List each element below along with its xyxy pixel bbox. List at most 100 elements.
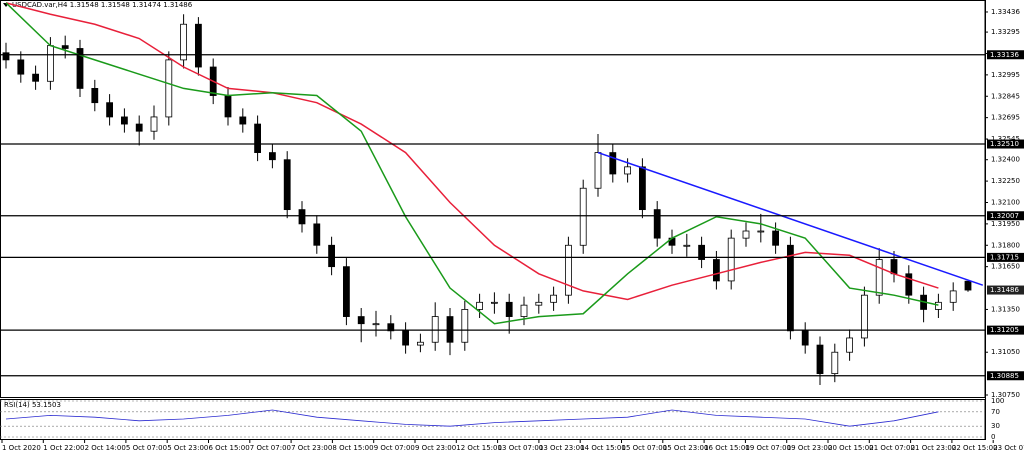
candle-body bbox=[372, 323, 380, 326]
candle-body bbox=[742, 230, 750, 239]
level-label: 1.31715 bbox=[990, 253, 1019, 261]
candle-body bbox=[224, 95, 232, 118]
y-tick-label: 1.31050 bbox=[991, 348, 1020, 356]
candle-body bbox=[47, 45, 54, 82]
candle-body bbox=[831, 351, 839, 375]
y-tick-label: 1.33295 bbox=[991, 28, 1020, 36]
y-tick-label: 1.31800 bbox=[991, 241, 1020, 249]
candle-body bbox=[2, 52, 10, 61]
candle-body bbox=[268, 152, 276, 161]
candle-body bbox=[416, 341, 424, 346]
candle-body bbox=[579, 187, 587, 246]
x-tick-label: 14 Oct 15:00 bbox=[580, 444, 626, 452]
y-tick-label: 1.32845 bbox=[991, 92, 1020, 100]
indicator-line bbox=[597, 151, 984, 286]
candle-body bbox=[61, 45, 69, 49]
candle-body bbox=[772, 230, 779, 246]
rsi-pane bbox=[0, 399, 986, 440]
candle-body bbox=[727, 237, 735, 282]
x-tick-label: 21 Oct 23:00 bbox=[911, 444, 957, 452]
rsi-tick-label: 70 bbox=[991, 408, 1000, 416]
rsi-tick-label: 0 bbox=[991, 433, 995, 441]
x-tick-label: 19 Oct 07:00 bbox=[745, 444, 791, 452]
candle-body bbox=[565, 244, 572, 296]
x-tick-label: 7 Oct 23:00 bbox=[291, 444, 332, 452]
candle-body bbox=[17, 59, 25, 75]
candle-body bbox=[490, 301, 498, 304]
candle-body bbox=[639, 166, 646, 211]
y-tick-label: 1.32400 bbox=[991, 156, 1020, 164]
x-tick-label: 2 Oct 14:00 bbox=[85, 444, 126, 452]
candle-body bbox=[609, 152, 617, 175]
x-tick-label: 12 Oct 15:00 bbox=[456, 444, 502, 452]
candle-body bbox=[964, 280, 972, 291]
candle-body bbox=[535, 301, 543, 306]
candle-body bbox=[239, 116, 247, 125]
indicator-line bbox=[5, 2, 939, 325]
x-tick-label: 16 Oct 15:00 bbox=[704, 444, 750, 452]
candle-body bbox=[357, 316, 365, 325]
y-tick-label: 1.31650 bbox=[991, 263, 1020, 271]
rsi-title: RSI(14) 53.1503 bbox=[4, 401, 61, 409]
x-tick-label: 6 Oct 15:00 bbox=[209, 444, 250, 452]
candle-body bbox=[461, 309, 469, 343]
candle-body bbox=[594, 152, 602, 189]
candle-body bbox=[313, 223, 321, 246]
y-tick-label: 1.32100 bbox=[991, 198, 1020, 206]
candle-body bbox=[91, 88, 99, 104]
level-label-bg bbox=[987, 252, 1024, 262]
current-price-bg bbox=[987, 285, 1024, 295]
x-tick-label: 15 Oct 23:00 bbox=[663, 444, 709, 452]
candle-body bbox=[431, 316, 439, 343]
x-tick-label: 19 Oct 23:00 bbox=[787, 444, 833, 452]
candle-body bbox=[283, 159, 291, 211]
x-tick-label: 9 Oct 07:00 bbox=[374, 444, 415, 452]
y-tick-label: 1.30750 bbox=[991, 391, 1020, 399]
level-label-bg bbox=[987, 371, 1024, 381]
x-tick-label: 9 Oct 23:00 bbox=[415, 444, 456, 452]
y-tick-label: 1.31350 bbox=[991, 305, 1020, 313]
candle-body bbox=[180, 23, 188, 61]
candle-body bbox=[254, 123, 262, 153]
candle-body bbox=[787, 244, 794, 332]
candle-body bbox=[342, 266, 350, 317]
x-tick-label: 1 Oct 2020 bbox=[2, 444, 41, 452]
indicator-line bbox=[5, 2, 939, 301]
level-label-bg bbox=[987, 139, 1024, 149]
candle-body bbox=[683, 244, 691, 247]
x-tick-label: 8 Oct 15:00 bbox=[332, 444, 373, 452]
candle-body bbox=[32, 73, 39, 82]
candle-body bbox=[76, 48, 84, 89]
x-tick-label: 1 Oct 22:00 bbox=[43, 444, 84, 452]
x-tick-label: 21 Oct 07:00 bbox=[869, 444, 915, 452]
candle-body bbox=[624, 166, 631, 175]
level-label: 1.32510 bbox=[990, 140, 1019, 148]
candle-body bbox=[949, 290, 957, 303]
y-tick-label: 1.32995 bbox=[991, 71, 1020, 79]
candle-body bbox=[698, 244, 705, 260]
candle-body bbox=[861, 294, 868, 339]
candle-body bbox=[194, 23, 202, 68]
level-label: 1.32007 bbox=[990, 212, 1019, 220]
candle-body bbox=[150, 116, 158, 132]
x-tick-label: 7 Oct 07:00 bbox=[250, 444, 291, 452]
main-pane bbox=[0, 0, 986, 398]
level-label: 1.33136 bbox=[990, 51, 1019, 59]
candle-body bbox=[935, 301, 942, 310]
candle-body bbox=[402, 330, 410, 346]
x-tick-label: 13 Oct 23:00 bbox=[539, 444, 585, 452]
x-tick-label: 13 Oct 07:00 bbox=[498, 444, 544, 452]
candle-body bbox=[905, 273, 913, 296]
chart-title: USDCAD.var,H4 1.31548 1.31548 1.31474 1.… bbox=[12, 1, 193, 9]
candle-body bbox=[520, 304, 528, 317]
candle-body bbox=[328, 244, 336, 268]
rsi-tick-label: 30 bbox=[991, 422, 1000, 430]
level-label-bg bbox=[987, 50, 1024, 60]
level-label: 1.30885 bbox=[990, 372, 1019, 380]
x-tick-label: 23 Oct 07:00 bbox=[993, 444, 1024, 452]
candle-body bbox=[121, 116, 128, 125]
level-label-bg bbox=[987, 211, 1024, 221]
candle-body bbox=[505, 301, 513, 317]
x-tick-label: 5 Oct 23:00 bbox=[167, 444, 208, 452]
